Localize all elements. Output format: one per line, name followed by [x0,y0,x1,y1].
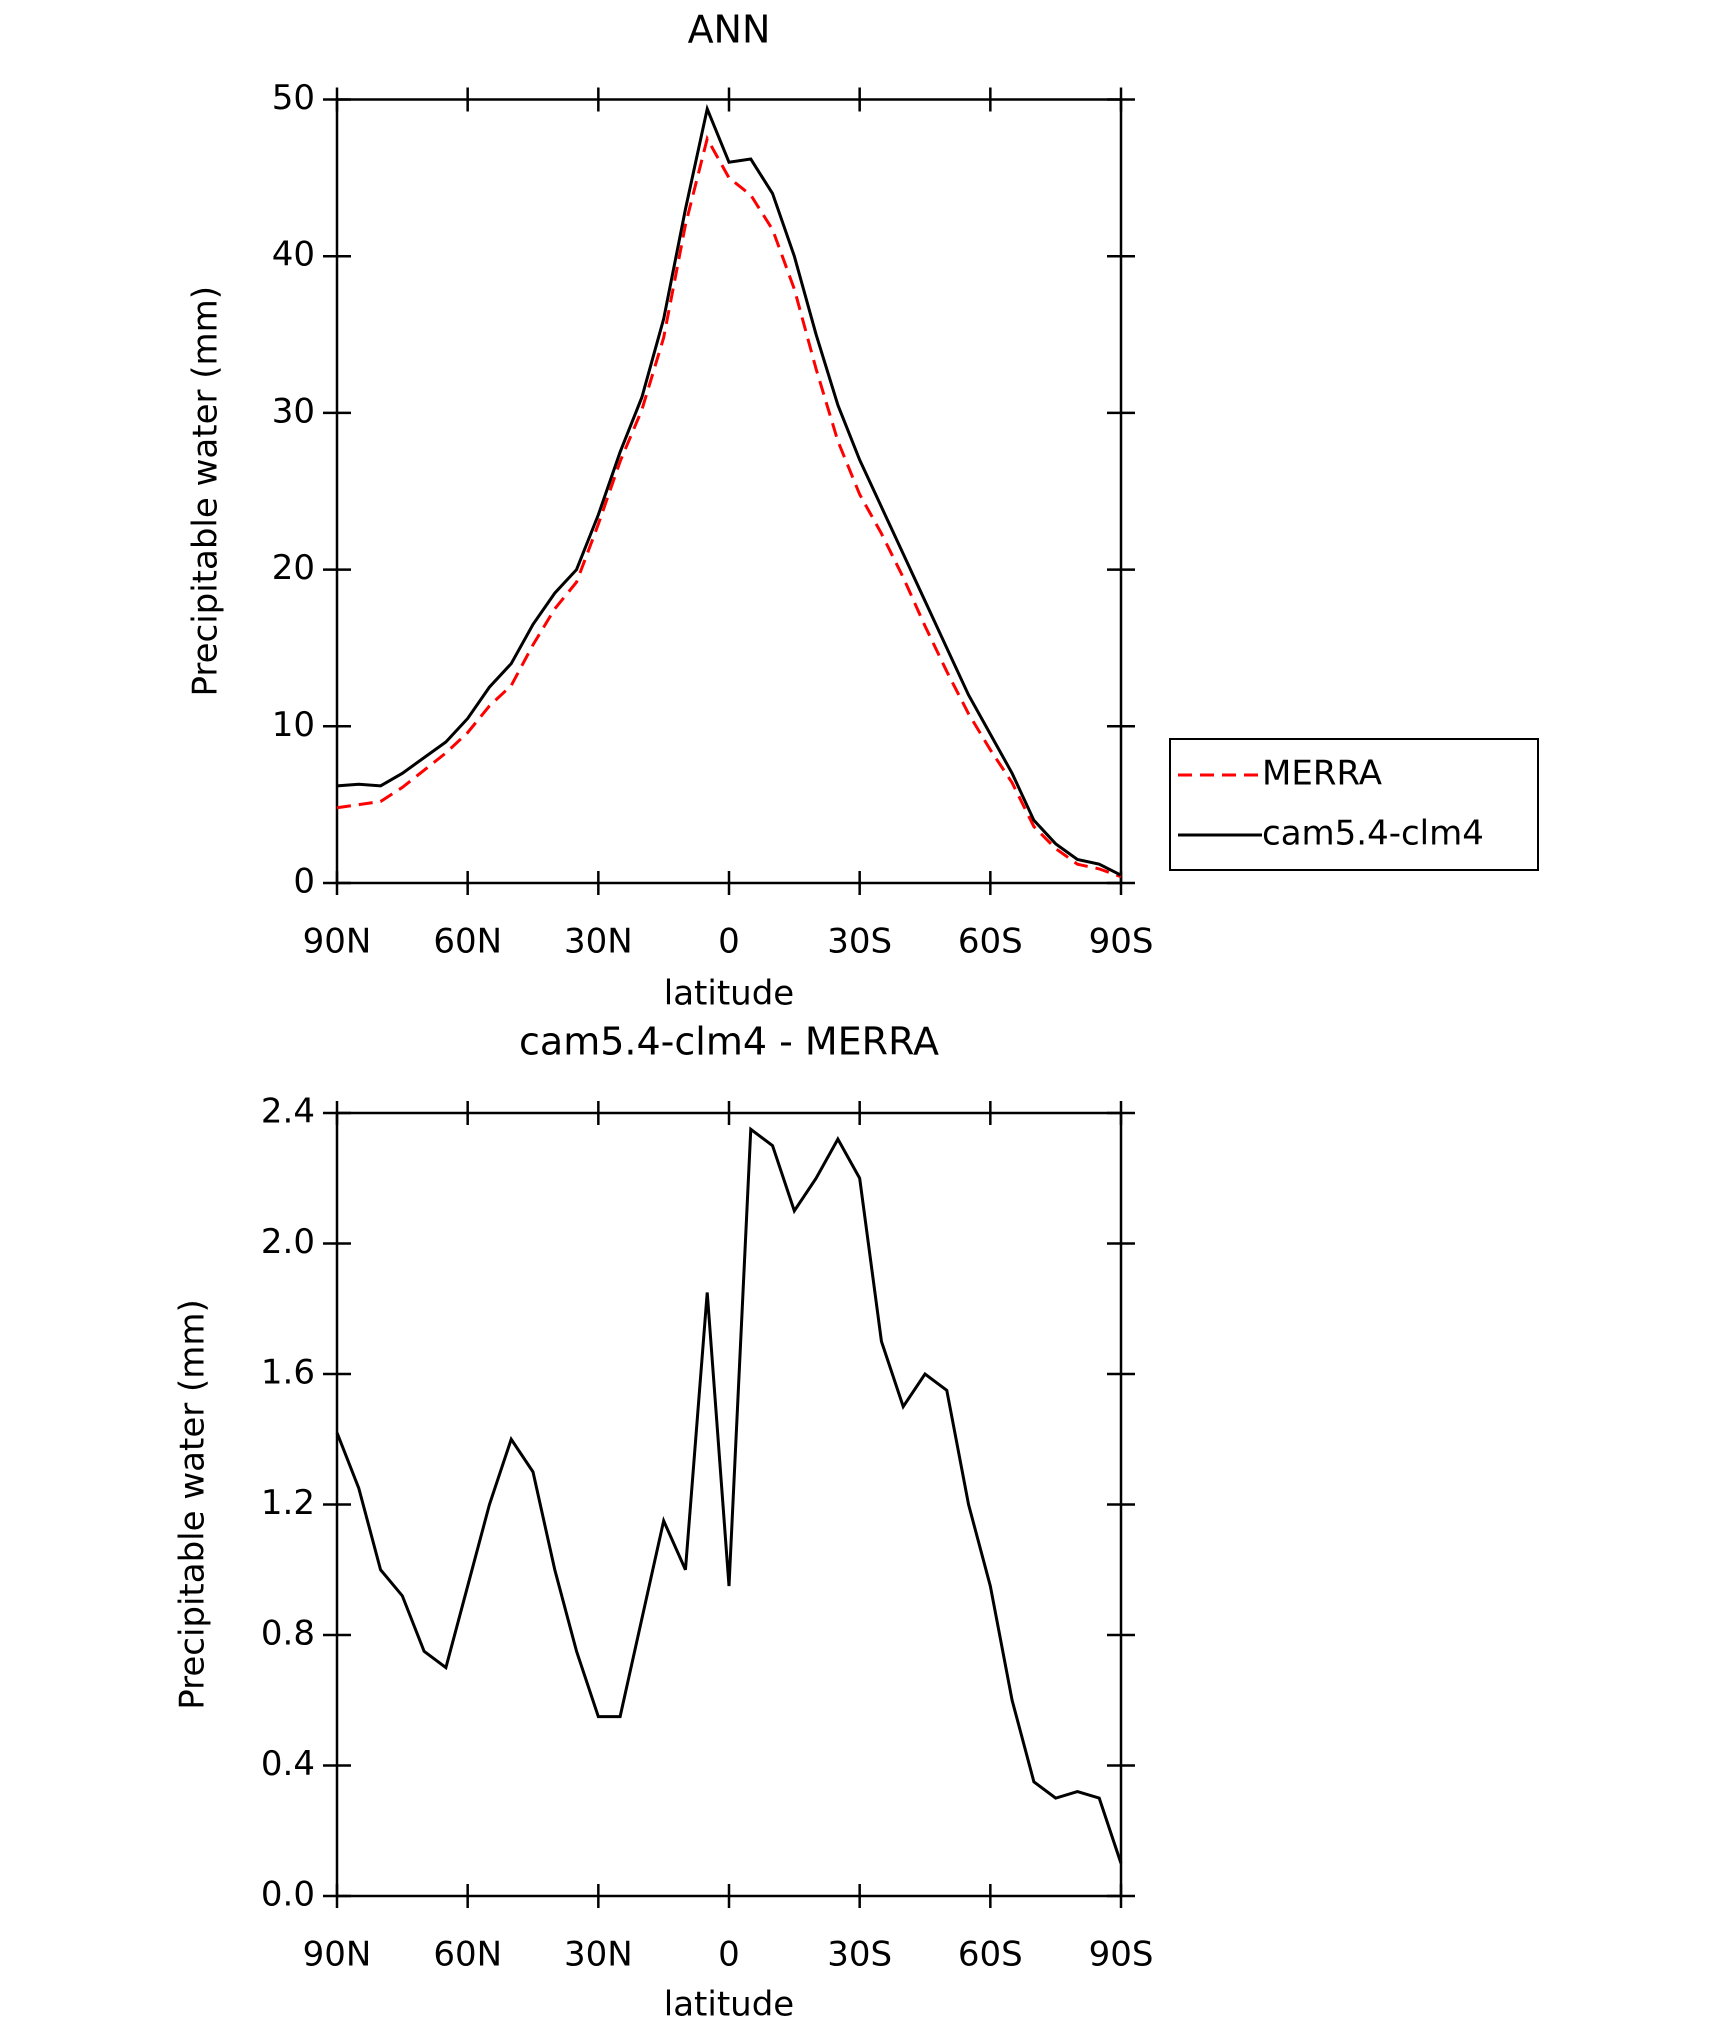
y-tick-label: 30 [272,391,315,431]
y-tick-label: 0.8 [261,1614,315,1654]
y-axis-label: Precipitable water (mm) [173,1299,213,1710]
x-tick-label: 60N [433,1935,502,1975]
x-axis-label: latitude [664,974,794,1014]
x-tick-label: 90N [303,922,372,962]
plot-frame [335,98,1123,885]
x-tick-label: 30N [564,1935,633,1975]
y-tick-label: 50 [272,78,315,118]
chart-title: cam5.4-clm4 - MERRA [519,1020,939,1064]
chart-title: ANN [688,8,771,52]
y-tick-label: 0 [293,862,315,902]
x-tick-label: 60S [958,1935,1023,1975]
y-tick-label: 20 [272,548,315,588]
y-tick-label: 10 [272,705,315,745]
legend-box [1169,738,1539,871]
legend-label: cam5.4-clm4 [1262,814,1484,854]
data-line [336,103,1122,877]
y-tick-label: 1.2 [261,1483,315,1523]
y-tick-label: 0.4 [261,1744,315,1784]
y-axis-label: Precipitable water (mm) [186,286,226,697]
plot-frame [335,1111,1123,1898]
y-tick-label: 1.6 [261,1353,315,1393]
x-tick-label: 60N [433,922,502,962]
data-line [335,1126,1123,1864]
y-tick-label: 2.4 [261,1092,315,1132]
x-tick-label: 30S [827,922,892,962]
x-tick-label: 0 [718,1935,740,1975]
x-tick-label: 30N [564,922,633,962]
x-tick-label: 30S [827,1935,892,1975]
x-tick-label: 0 [718,922,740,962]
data-line [336,134,1122,879]
legend-label: MERRA [1262,754,1382,794]
x-tick-label: 90S [1089,1935,1154,1975]
x-axis-label: latitude [664,1985,794,2021]
x-tick-label: 60S [958,922,1023,962]
x-tick-label: 90S [1089,922,1154,962]
y-tick-label: 2.0 [261,1222,315,1262]
x-tick-label: 90N [303,1935,372,1975]
y-tick-label: 40 [272,235,315,275]
y-tick-label: 0.0 [261,1875,315,1915]
